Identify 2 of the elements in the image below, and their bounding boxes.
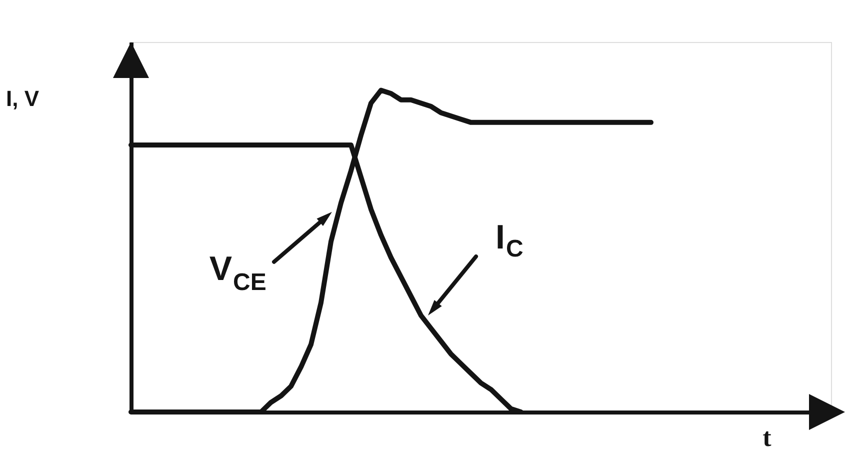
y-axis-title: I, V	[6, 86, 40, 111]
x-axis-title: t	[762, 423, 772, 452]
